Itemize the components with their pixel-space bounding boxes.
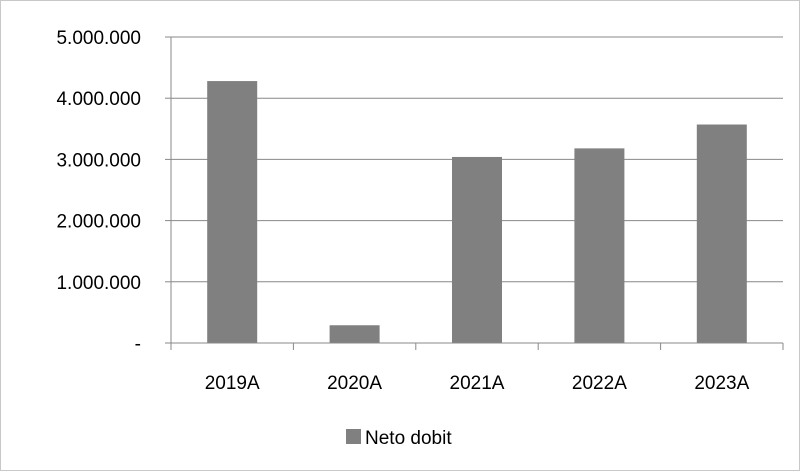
- x-tick-label: 2021A: [450, 373, 505, 394]
- x-tick-label: 2020A: [327, 373, 382, 394]
- bar: [452, 156, 502, 343]
- x-tick-labels: 2019A 2020A 2021A 2022A 2023A: [205, 373, 750, 394]
- bars: [207, 81, 747, 344]
- y-tick-label: -: [135, 334, 141, 355]
- y-tick-label: 2.000.000: [56, 212, 141, 233]
- axes: [165, 36, 784, 350]
- legend: Neto dobit: [346, 428, 452, 449]
- x-tick-label: 2023A: [694, 373, 749, 394]
- legend-label: Neto dobit: [365, 428, 452, 449]
- legend-swatch: [346, 429, 361, 444]
- y-tick-label: 3.000.000: [56, 150, 141, 171]
- x-tick-label: 2019A: [205, 373, 260, 394]
- x-tick-label: 2022A: [572, 373, 627, 394]
- y-tick-label: 1.000.000: [56, 273, 141, 294]
- bar: [696, 124, 747, 344]
- bar: [207, 81, 258, 344]
- y-tick-labels: - 1.000.000 2.000.000 3.000.000 4.000.000 5.0…: [56, 28, 141, 355]
- bar: [329, 325, 380, 343]
- y-tick-label: 4.000.000: [56, 89, 141, 110]
- y-tick-label: 5.000.000: [56, 28, 141, 49]
- bar: [574, 148, 625, 343]
